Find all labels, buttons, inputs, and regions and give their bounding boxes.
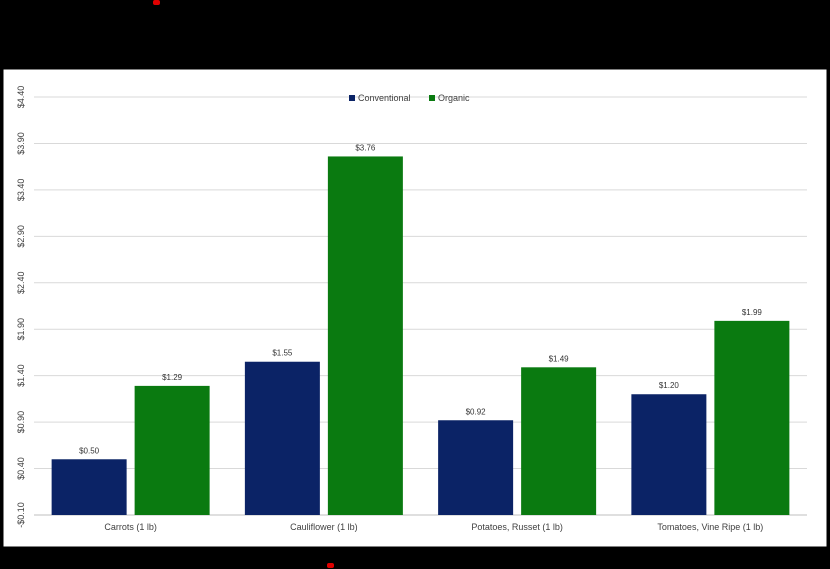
x-tick-label: Tomatoes, Vine Ripe (1 lb): [657, 522, 763, 532]
y-tick-label: $4.40: [16, 86, 26, 109]
bar-chart: -$0.10 $0.40 $0.90 $1.40 $1.90 $2.40 $2.90 $3.4…: [2, 68, 828, 548]
y-tick-label: $0.90: [16, 411, 26, 434]
legend-swatch-conventional: [349, 95, 355, 101]
chart-frame: -$0.10 $0.40 $0.90 $1.40 $1.90 $2.40 $2.90 $3.4…: [2, 68, 828, 548]
bar-organic: [714, 320, 790, 515]
y-tick-label: $2.90: [16, 225, 26, 248]
legend-swatch-organic: [429, 95, 435, 101]
bar-conventional: [631, 394, 707, 515]
x-tick-label: Cauliflower (1 lb): [290, 522, 358, 532]
data-label: $1.29: [162, 373, 183, 382]
legend-label-organic: Organic: [438, 93, 470, 103]
bottom-red-mark: [327, 563, 334, 568]
top-red-mark: [153, 0, 160, 5]
chart-border: [2, 68, 828, 548]
bar-conventional: [51, 459, 127, 515]
data-label: $0.92: [466, 407, 487, 416]
x-tick-label: Carrots (1 lb): [104, 522, 157, 532]
data-label: $1.55: [272, 349, 293, 358]
y-tick-label: -$0.10: [16, 502, 26, 528]
bar-organic: [327, 156, 403, 515]
bar-organic: [521, 367, 597, 515]
data-label: $1.20: [659, 381, 680, 390]
data-label: $1.49: [549, 354, 570, 363]
bar-organic: [134, 385, 210, 515]
data-label: $0.50: [79, 446, 100, 455]
x-tick-label: Potatoes, Russet (1 lb): [471, 522, 563, 532]
bar-conventional: [244, 361, 320, 515]
y-tick-label: $3.40: [16, 179, 26, 202]
y-tick-label: $1.40: [16, 364, 26, 387]
y-tick-label: $3.90: [16, 132, 26, 155]
data-label: $1.99: [742, 308, 763, 317]
y-tick-label: $2.40: [16, 272, 26, 295]
legend-label-conventional: Conventional: [358, 93, 411, 103]
bar-conventional: [438, 420, 514, 515]
data-label: $3.76: [355, 143, 376, 152]
y-tick-label: $1.90: [16, 318, 26, 341]
y-tick-label: $0.40: [16, 457, 26, 480]
